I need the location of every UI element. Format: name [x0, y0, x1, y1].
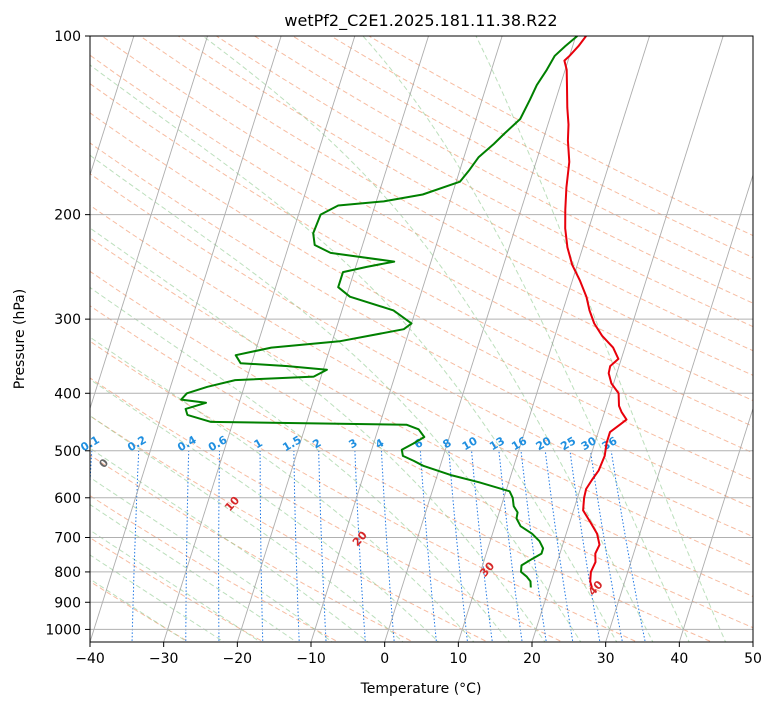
x-tick-label: 0	[380, 651, 389, 667]
grid	[0, 31, 753, 645]
x-tick-label: −40	[75, 651, 105, 667]
plot-frame	[89, 35, 754, 643]
chart-title: wetPf2_C2E1.2025.181.11.38.R22	[284, 11, 557, 31]
x-axis: −40 −30 −20 −10 0 10 20 30 40 50	[75, 642, 762, 667]
temperature-line	[563, 36, 628, 588]
y-tick-label: 200	[54, 208, 81, 224]
isotherm-line	[384, 36, 577, 642]
y-tick-label: 1000	[45, 622, 81, 638]
y-tick-label: 400	[54, 386, 81, 402]
y-tick-label: 800	[54, 565, 81, 581]
isotherm-line	[605, 173, 753, 642]
isotherm-line	[163, 36, 356, 642]
isotherm-line	[90, 36, 208, 410]
isotherm-line	[0, 31, 62, 645]
x-axis-label: Temperature (°C)	[360, 681, 482, 697]
y-axis: 100 200 300 400 500 600 700 800 900 1000	[45, 29, 90, 638]
isotherm-line	[310, 36, 503, 642]
y-tick-label: 600	[54, 491, 81, 507]
isotherm-line	[90, 36, 282, 642]
isotherm-line	[457, 36, 650, 642]
dewpoint-line	[180, 36, 578, 588]
x-tick-label: 30	[597, 651, 615, 667]
mixing-ratio-line	[498, 450, 523, 642]
y-tick-label: 700	[54, 531, 81, 547]
mixing-ratio-line	[569, 450, 601, 642]
dry-adiabat	[139, 36, 753, 376]
dry-adiabat	[90, 112, 753, 481]
mixing-ratio-line	[544, 450, 574, 642]
isotherm-line	[678, 406, 753, 642]
isotherm-line	[752, 640, 753, 642]
mixing-ratio-line	[520, 450, 547, 642]
dry-adiabat	[216, 36, 753, 328]
y-tick-label: 100	[54, 29, 81, 45]
mixing-ratio-line	[590, 450, 623, 642]
x-tick-label: −30	[149, 651, 179, 667]
dry-adiabat	[90, 173, 753, 538]
y-tick-label: 900	[54, 595, 81, 611]
x-tick-label: 10	[449, 651, 467, 667]
isotherm-line	[531, 36, 724, 642]
dry-adiabat	[101, 36, 753, 402]
moist-adiabat	[362, 36, 690, 642]
x-tick-label: −20	[223, 651, 253, 667]
moist-adiabat	[475, 36, 727, 642]
x-tick-label: 40	[670, 651, 688, 667]
x-tick-label: −10	[296, 651, 326, 667]
isotherm-line	[90, 36, 135, 177]
x-tick-label: 20	[523, 651, 541, 667]
x-tick-label: 50	[744, 651, 762, 667]
y-axis-label: Pressure (hPa)	[12, 289, 28, 389]
plot-background	[90, 36, 753, 642]
series-lines	[180, 36, 628, 588]
dry-adiabat	[90, 237, 753, 598]
isotherm-line	[236, 36, 429, 642]
dry-adiabat	[254, 36, 753, 304]
dry-adiabat	[177, 36, 753, 352]
y-tick-label: 300	[54, 312, 81, 328]
y-tick-label: 500	[54, 444, 81, 460]
dry-adiabat	[90, 142, 753, 509]
